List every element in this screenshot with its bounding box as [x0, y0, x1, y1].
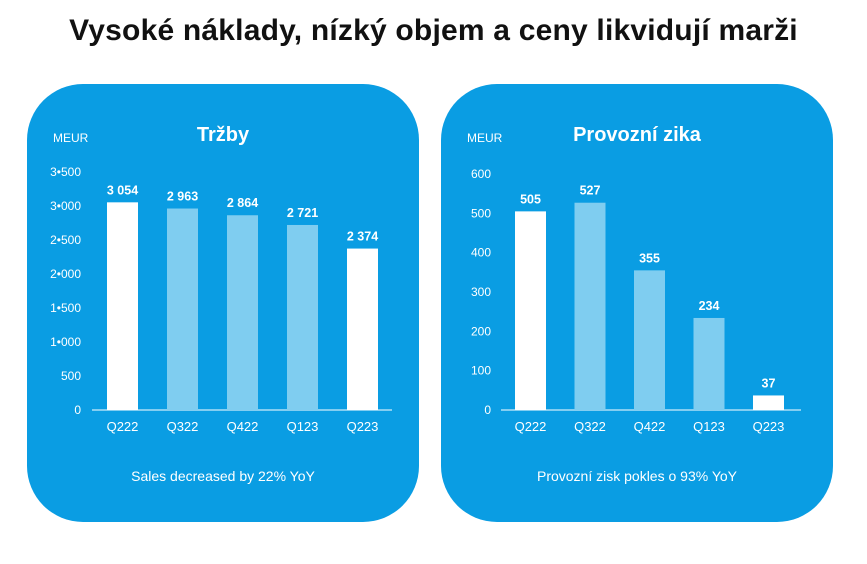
sales-chart-panel: 0 500 1•000 1•500 2•000 2•500 3•000 3•500 3 054 Q… [27, 84, 419, 522]
operating-profit-bar [693, 317, 725, 410]
sales-bar-chart: 0 500 1•000 1•500 2•000 2•500 3•000 3•500 3 054 Q… [50, 165, 392, 434]
operating-profit-data-label: 234 [699, 299, 720, 313]
operating-profit-data-label: 37 [762, 376, 776, 390]
operating-profit-x-tick-label: Q222 [515, 419, 547, 434]
operating-profit-x-tick-label: Q322 [574, 419, 606, 434]
sales-bar [227, 215, 258, 410]
sales-bar [107, 202, 138, 410]
sales-x-tick-label: Q223 [347, 419, 379, 434]
operating-profit-ytick-label: 600 [471, 167, 491, 181]
sales-ytick-label: 1•500 [50, 301, 81, 315]
operating-profit-data-label: 527 [580, 184, 601, 198]
sales-x-tick-label: Q322 [167, 419, 199, 434]
sales-bar [347, 248, 378, 410]
sales-data-label: 2 963 [167, 190, 198, 204]
operating-profit-ytick-label: 300 [471, 285, 491, 299]
operating-profit-chart-panel: 0 100 200 300 400 500 600 505 Q222 527 Q322 355 Q422… [441, 84, 833, 522]
sales-bar [287, 224, 318, 410]
operating-profit-data-label: 505 [520, 192, 541, 206]
operating-profit-bar [515, 211, 546, 410]
sales-chart-title: Tržby [196, 124, 250, 146]
sales-ytick-label: 3•500 [50, 165, 81, 179]
operating-profit-ytick-label: 500 [471, 206, 491, 220]
sales-ytick-label: 500 [61, 369, 81, 383]
operating-profit-ytick-label: 200 [471, 324, 491, 338]
sales-data-label: 2 721 [287, 206, 318, 220]
sales-caption: Sales decreased by 22% YoY [131, 468, 315, 484]
sales-x-tick-label: Q222 [107, 419, 139, 434]
sales-ytick-label: 2•500 [50, 233, 81, 247]
sales-bar [167, 208, 198, 410]
operating-profit-x-tick-label: Q123 [693, 419, 725, 434]
operating-profit-x-tick-label: Q422 [634, 419, 666, 434]
operating-profit-bar [574, 202, 606, 410]
page-title: Vysoké náklady, nízký objem a ceny likvi… [69, 14, 798, 47]
sales-ytick-label: 3•000 [50, 199, 81, 213]
sales-unit-label: MEUR [53, 131, 89, 145]
operating-profit-ytick-label: 400 [471, 246, 491, 260]
operating-profit-ytick-label: 0 [484, 403, 491, 417]
operating-profit-data-label: 355 [639, 251, 660, 265]
sales-data-label: 2 374 [347, 230, 378, 244]
sales-data-label: 3 054 [107, 183, 138, 197]
operating-profit-bar [753, 395, 784, 410]
sales-x-tick-label: Q123 [287, 419, 319, 434]
sales-data-label: 2 864 [227, 196, 258, 210]
operating-profit-x-tick-label: Q223 [753, 419, 785, 434]
sales-ytick-label: 0 [74, 403, 81, 417]
operating-profit-bar [634, 270, 665, 410]
operating-profit-ytick-label: 100 [471, 364, 491, 378]
sales-x-tick-label: Q422 [227, 419, 259, 434]
sales-ytick-label: 2•000 [50, 267, 81, 281]
operating-profit-caption: Provozní zisk pokles o 93% YoY [536, 468, 737, 484]
operating-profit-unit-label: MEUR [467, 131, 503, 145]
operating-profit-chart-title: Provozní zika [573, 124, 701, 146]
sales-ytick-label: 1•000 [50, 335, 81, 349]
operating-profit-bar-chart: 0 100 200 300 400 500 600 505 Q222 527 Q322 355 Q422… [471, 167, 801, 434]
